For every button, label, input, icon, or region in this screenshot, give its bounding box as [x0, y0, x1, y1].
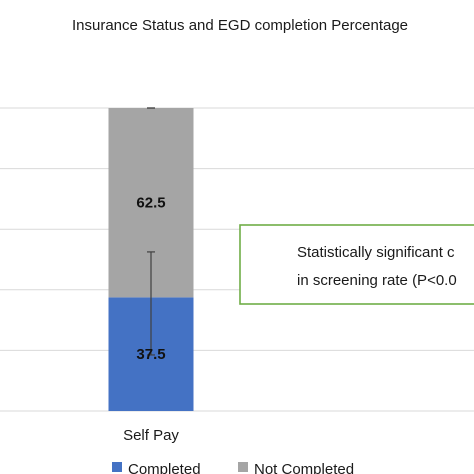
data-label-not-completed: 62.5	[136, 195, 165, 212]
annotation-line-1: Statistically significant c	[297, 244, 455, 261]
legend-swatch-not-completed	[238, 462, 248, 472]
error-bars	[147, 107, 155, 356]
annotation-line-2: in screening rate (P<0.0	[297, 272, 457, 289]
gridlines	[0, 107, 474, 412]
legend-swatch-completed	[112, 462, 122, 472]
legend-label-completed: Completed	[128, 461, 201, 474]
legend-label-not-completed: Not Completed	[254, 461, 354, 474]
annotation-border	[239, 224, 474, 305]
chart-title: Insurance Status and EGD completion Perc…	[72, 17, 408, 34]
annotation-box: Statistically significant c in screening…	[239, 224, 474, 305]
data-labels: 37.5 62.5	[136, 195, 165, 364]
legend: Completed Not Completed	[112, 461, 354, 474]
data-label-completed: 37.5	[136, 346, 165, 363]
category-label: Self Pay	[123, 427, 179, 444]
category-labels: Self Pay	[123, 427, 179, 444]
